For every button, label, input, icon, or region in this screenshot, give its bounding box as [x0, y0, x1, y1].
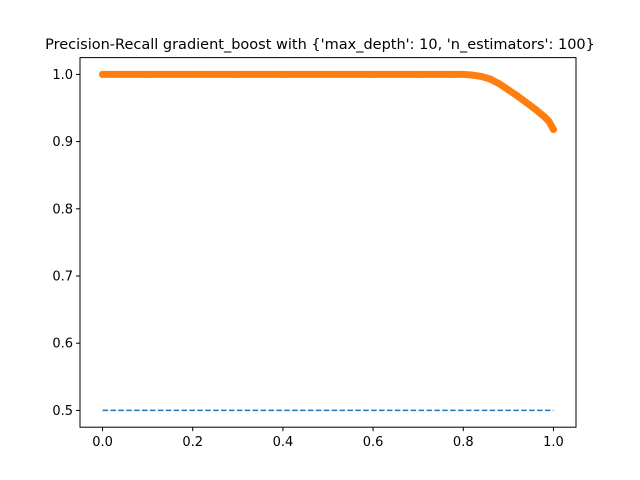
- pr-curve-point: [234, 70, 242, 78]
- x-axis: 0.0 0.2 0.4 0.6 0.8 1.0: [92, 427, 564, 450]
- pr-curve-point: [450, 70, 458, 78]
- pr-curve-point: [549, 126, 557, 134]
- pr-curve-point: [459, 70, 467, 78]
- pr-curve-point: [545, 117, 553, 125]
- y-tick-label: 0.7: [52, 270, 73, 285]
- y-tick-label: 0.6: [52, 337, 73, 352]
- axes-frame: [79, 57, 577, 428]
- pr-curve-point: [144, 70, 152, 78]
- pr-curve-point: [414, 70, 422, 78]
- x-tick-label: 0.0: [92, 435, 113, 450]
- y-tick-label: 1.0: [52, 68, 73, 83]
- x-tick-label: 0.2: [182, 435, 203, 450]
- y-tick-label: 0.8: [52, 202, 73, 217]
- chart-title: Precision-Recall gradient_boost with {'m…: [45, 37, 595, 53]
- pr-curve-point: [504, 86, 512, 94]
- pr-curve-point: [99, 70, 107, 78]
- x-tick-label: 0.4: [273, 435, 294, 450]
- plot-area: [99, 70, 557, 412]
- x-tick-label: 0.6: [363, 435, 384, 450]
- pr-curve-point: [189, 70, 197, 78]
- pr-curve-point: [513, 92, 521, 100]
- pr-curve-point: [324, 70, 332, 78]
- pr-curve-point: [522, 99, 530, 107]
- y-tick-label: 0.5: [52, 404, 73, 419]
- x-tick-label: 1.0: [543, 435, 564, 450]
- pr-curve-point: [540, 113, 548, 121]
- y-tick-label: 0.9: [52, 135, 73, 150]
- pr-curve-point: [369, 70, 377, 78]
- pr-curve-point: [279, 70, 287, 78]
- pr-curve-point: [468, 71, 476, 79]
- pr-curve-series-line: [99, 70, 557, 133]
- pr-curve-point: [477, 72, 485, 80]
- pr-curve-point: [486, 75, 494, 83]
- x-tick-label: 0.8: [453, 435, 474, 450]
- pr-curve-point: [495, 80, 503, 88]
- pr-curve-point: [531, 105, 539, 113]
- y-axis: 0.5 0.6 0.7 0.8 0.9 1.0: [52, 68, 80, 419]
